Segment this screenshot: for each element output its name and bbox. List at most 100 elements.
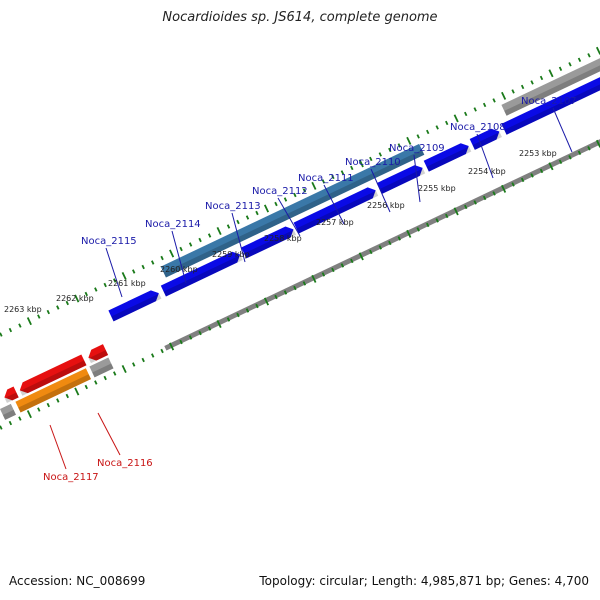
cds-arrow-body (469, 128, 500, 150)
cds-arrow-shade (472, 132, 502, 150)
feature-bar-shade (163, 149, 425, 278)
major-tick (595, 46, 600, 55)
minor-tick (321, 179, 326, 184)
feature-bar-body (0, 403, 16, 420)
major-tick (263, 204, 270, 213)
gene-callouts (49, 107, 573, 470)
minor-tick (482, 102, 487, 108)
scale-label: 2255 kbp (418, 184, 456, 193)
cds-arrow (160, 251, 243, 297)
gene-labels: Noca_2115 Noca_2114 Noca_2113 Noca_2112 Noca… (43, 96, 577, 483)
scale-ticks-upper (0, 46, 600, 337)
cds-arrow-shade (163, 255, 243, 297)
minor-tick (445, 120, 449, 126)
callout-line (413, 154, 421, 203)
minor-tick (293, 192, 297, 198)
feature-bar-body (160, 143, 425, 278)
minor-tick (226, 224, 231, 229)
cds-arrow (469, 128, 502, 150)
major-tick (169, 342, 175, 351)
callout-line (476, 133, 494, 179)
gene-label-forward: Noca_2108 (450, 122, 506, 133)
minor-tick (331, 267, 335, 273)
major-tick (501, 91, 507, 100)
major-tick (406, 229, 412, 238)
reverse-arrow-body (88, 344, 109, 361)
major-tick (216, 320, 222, 328)
minor-tick (151, 260, 155, 265)
minor-tick (37, 407, 41, 412)
minor-tick (558, 159, 563, 164)
cds-arrow-body (501, 67, 600, 135)
minor-tick (179, 246, 183, 252)
cds-arrow-body (423, 143, 469, 172)
minor-tick (141, 264, 145, 270)
cds-arrow (376, 165, 426, 194)
minor-tick (103, 282, 107, 288)
minor-tick (18, 416, 22, 421)
minor-tick (94, 287, 98, 292)
feature-bar-shade (18, 374, 92, 413)
minor-tick (369, 249, 373, 255)
minor-tick (56, 398, 60, 403)
minor-tick (46, 402, 50, 408)
callout-line (277, 197, 301, 237)
minor-tick (283, 197, 288, 202)
minor-tick (160, 255, 164, 261)
minor-tick (274, 294, 278, 300)
minor-tick (388, 240, 392, 246)
callout-line (231, 212, 246, 263)
scale-label: 2253 kbp (519, 149, 557, 158)
reverse-arrow-shade (4, 392, 19, 403)
minor-tick (369, 156, 373, 162)
minor-tick (293, 285, 297, 291)
reverse-arrow-shade (20, 360, 87, 396)
minor-tick (46, 309, 50, 315)
minor-tick (577, 57, 582, 62)
minor-tick (283, 290, 288, 295)
minor-tick (188, 242, 193, 247)
minor-tick (8, 327, 13, 333)
cds-arrow (423, 143, 472, 172)
cds-arrow-shade (244, 229, 297, 259)
minor-tick (132, 362, 136, 367)
minor-tick (236, 312, 240, 318)
cds-arrow-body (241, 226, 294, 259)
minor-tick (511, 89, 515, 94)
feature-bar-shade (504, 52, 600, 116)
minor-tick (103, 375, 107, 381)
gene-label-forward: Noca_2111 (298, 173, 354, 184)
cds-arrow-shade (504, 70, 600, 135)
minor-tick (473, 107, 477, 112)
minor-tick (378, 245, 382, 250)
feature-bar (501, 46, 600, 116)
genome-backbone (164, 37, 600, 351)
gene-label-forward: Noca_2110 (345, 157, 401, 168)
callout-line (552, 107, 573, 153)
minor-tick (568, 155, 572, 160)
accession-text: Accession: NC_008699 (9, 574, 146, 588)
minor-tick (0, 425, 3, 430)
minor-tick (416, 227, 420, 232)
scale-label: 2260 kbp (160, 265, 198, 274)
minor-tick (94, 380, 98, 385)
minor-tick (492, 98, 496, 103)
gene-label-forward: Noca_2112 (252, 186, 308, 197)
callout-line (323, 184, 345, 225)
major-tick (216, 227, 222, 235)
minor-tick (568, 62, 572, 67)
minor-tick (18, 323, 22, 328)
feature-bar-body (15, 368, 92, 413)
minor-tick (65, 393, 69, 399)
cds-arrow-shade (379, 168, 426, 194)
minor-tick (520, 84, 525, 90)
minor-tick (426, 129, 430, 135)
feature-bar-shade (2, 409, 16, 420)
major-tick (358, 252, 364, 261)
major-tick (406, 136, 412, 145)
minor-tick (321, 272, 326, 277)
minor-tick (255, 303, 259, 309)
minor-tick (179, 339, 183, 345)
minor-tick (198, 237, 202, 243)
minor-tick (539, 168, 544, 174)
